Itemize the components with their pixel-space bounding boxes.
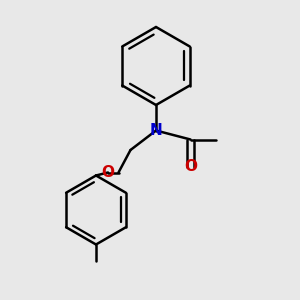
Text: O: O — [101, 165, 115, 180]
Text: N: N — [150, 123, 162, 138]
Text: O: O — [184, 159, 197, 174]
